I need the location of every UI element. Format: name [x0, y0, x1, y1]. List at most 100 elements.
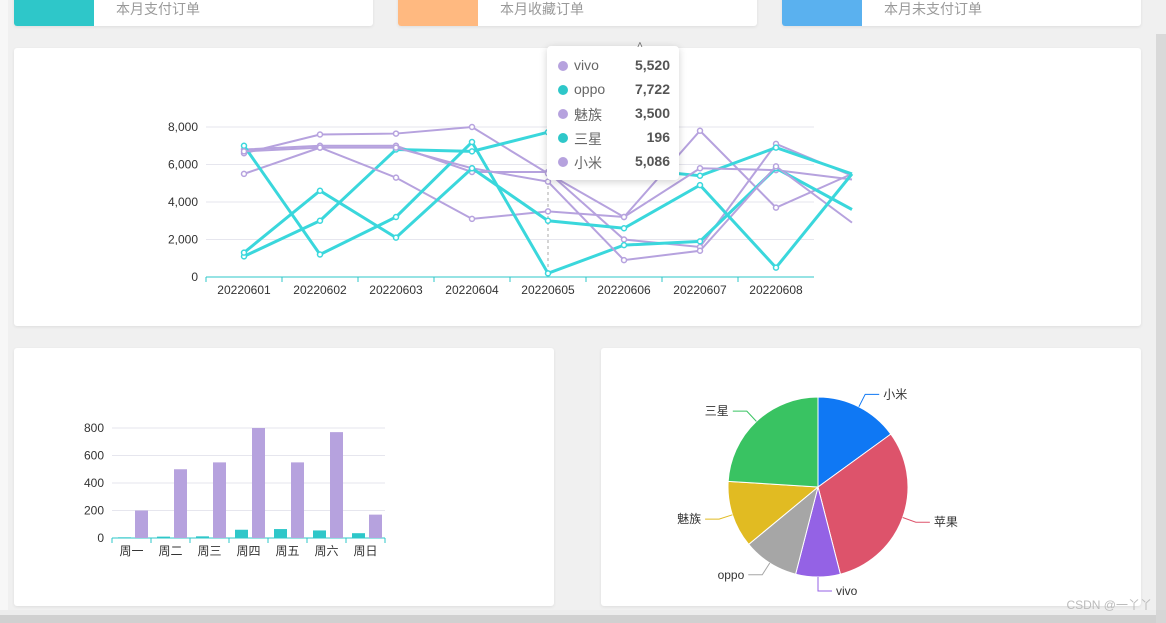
stat-label-favorite: 本月收藏订单 [500, 1, 584, 17]
data-point [468, 215, 476, 223]
data-point [696, 165, 704, 172]
bar-活跃用户 [291, 462, 304, 538]
bar-chart[interactable]: 0 200 400 600 800 周一 周二 周三 周四 周五 周六 周日 [14, 348, 554, 606]
bar-活跃用户 [213, 462, 226, 538]
stat-label-unpaid: 本月未支付订单 [884, 1, 982, 17]
y-tick-label: 0 [191, 270, 198, 284]
x-tick-label: 周一 [119, 544, 143, 558]
data-point [696, 247, 704, 254]
pie-slice-三星 [727, 396, 819, 488]
x-tick-label: 20220605 [521, 283, 575, 297]
data-point [772, 144, 780, 151]
x-tick-label: 20220602 [293, 283, 347, 297]
pie-label-line [858, 393, 880, 408]
bar-chart-card: 0 200 400 600 800 周一 周二 周三 周四 周五 周六 周日 [14, 348, 554, 606]
x-tick-label: 20220601 [217, 283, 271, 297]
y-tick-label: 2,000 [168, 233, 198, 247]
data-point [240, 142, 248, 149]
paid-icon-block [14, 0, 94, 26]
pie-label: 三星 [705, 404, 729, 418]
y-tick-label: 400 [84, 476, 104, 490]
data-point [620, 241, 628, 249]
tooltip-row: 小米 5,086 [558, 151, 670, 171]
tooltip-series-value: 196 [646, 129, 670, 145]
data-point [316, 131, 324, 138]
bar-新增用户 [235, 529, 248, 538]
tooltip-row: oppo 7,722 [558, 79, 670, 99]
tooltip-row: 魅族 3,500 [558, 103, 670, 123]
data-point [392, 174, 400, 181]
pie-slice-苹果 [817, 433, 909, 575]
data-point [240, 249, 248, 256]
tooltip-series-value: 7,722 [634, 81, 670, 97]
x-tick-label: 20220607 [673, 283, 727, 297]
bar-活跃用户 [330, 432, 343, 538]
pie-slice-小米 [817, 396, 892, 488]
pie-chart-card: 小米苹果 vivo oppo 魅族 三星 [601, 348, 1141, 606]
pie-slice-魅族 [727, 480, 820, 546]
x-tick-label: 20220608 [749, 283, 803, 297]
y-tick-label: 600 [84, 449, 104, 463]
data-point [620, 213, 628, 221]
pie-label-line [705, 514, 733, 520]
pie-label: vivo [836, 584, 858, 598]
data-point [620, 225, 628, 232]
data-point [240, 148, 248, 155]
pie-label: 苹果 [934, 515, 958, 529]
data-point [392, 130, 400, 137]
pie-label-line [732, 410, 757, 422]
x-tick-label: 20220606 [597, 283, 651, 297]
chart-tooltip: ˄ vivo 5,520 oppo 7,722 魅族 3,500 三星 196 … [547, 40, 679, 180]
data-point [392, 234, 400, 241]
stat-card-paid: 本月支付订单 [14, 0, 373, 26]
bar-活跃用户 [252, 428, 265, 538]
x-tick-label: 20220604 [445, 283, 499, 297]
data-point [316, 217, 324, 224]
horizontal-scrollbar[interactable] [0, 610, 1156, 623]
data-point [316, 144, 324, 151]
tooltip-series-value: 3,500 [634, 105, 670, 121]
x-tick-label: 周日 [353, 544, 377, 558]
data-point [468, 123, 476, 131]
tooltip-series-name: vivo [574, 57, 599, 73]
x-tick-label: 周五 [275, 544, 299, 558]
bar-新增用户 [274, 529, 287, 538]
tooltip-series-name: oppo [574, 81, 606, 97]
pie-label: oppo [718, 568, 745, 582]
x-tick-label: 周二 [158, 544, 182, 558]
pie-label: 小米 [883, 387, 907, 401]
data-point [468, 148, 476, 155]
unpaid-icon-block [782, 0, 862, 26]
favorite-icon-block [398, 0, 478, 26]
data-point [468, 138, 476, 146]
tooltip-row: 三星 196 [558, 127, 670, 147]
data-point [620, 256, 628, 264]
bar-新增用户 [118, 537, 131, 538]
data-point [544, 270, 552, 277]
y-tick-label: 800 [84, 421, 104, 435]
y-tick-label: 6,000 [168, 158, 198, 172]
vertical-scrollbar[interactable] [1156, 34, 1166, 610]
tooltip-row: vivo 5,520 [558, 55, 670, 75]
y-tick-label: 0 [97, 531, 104, 545]
data-point [772, 163, 780, 170]
data-point [772, 204, 780, 211]
data-point [316, 187, 324, 194]
data-point [544, 208, 552, 215]
y-tick-label: 4,000 [168, 195, 198, 209]
pie-label: 魅族 [677, 511, 701, 526]
stat-card-favorite: 本月收藏订单 [398, 0, 757, 26]
data-point [240, 170, 248, 178]
tooltip-dot [558, 85, 568, 95]
data-point [696, 181, 704, 189]
data-point [392, 213, 400, 221]
data-point [696, 238, 704, 245]
pie-label-line [748, 562, 771, 576]
data-point [772, 264, 780, 271]
tooltip-dot [558, 133, 568, 143]
tooltip-dot [558, 157, 568, 167]
data-point [696, 127, 704, 134]
y-tick-label: 8,000 [168, 120, 198, 134]
bar-活跃用户 [135, 510, 148, 538]
